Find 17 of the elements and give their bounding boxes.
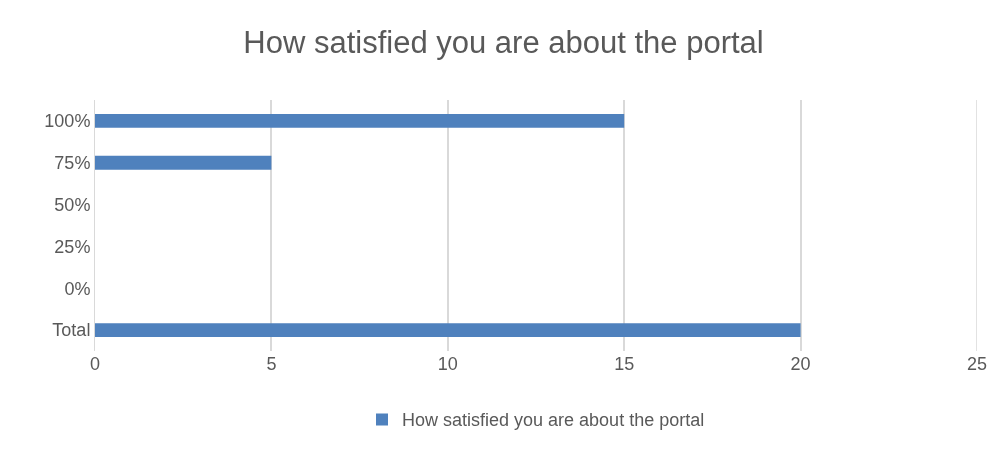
x-tick-label: 10 [437, 354, 458, 374]
y-tick-label: Total [52, 320, 91, 341]
legend-label: How satisfied you are about the portal [402, 410, 705, 431]
x-tick-label: 25 [966, 354, 988, 374]
y-tick-label: 25% [54, 236, 91, 257]
x-tick-label: 20 [790, 354, 811, 374]
y-tick-label: 75% [54, 153, 91, 174]
bar [95, 114, 625, 128]
x-tick-label: 5 [266, 354, 277, 374]
x-tick-label: 15 [614, 354, 635, 374]
x-tick-label: 0 [89, 354, 101, 374]
chart-title: How satisfied you are about the portal [243, 25, 764, 61]
y-tick-label: 0% [64, 278, 91, 299]
y-tick-label: 50% [54, 194, 91, 215]
y-tick-label: 100% [44, 111, 91, 132]
bar [95, 323, 801, 337]
bar [95, 155, 272, 170]
